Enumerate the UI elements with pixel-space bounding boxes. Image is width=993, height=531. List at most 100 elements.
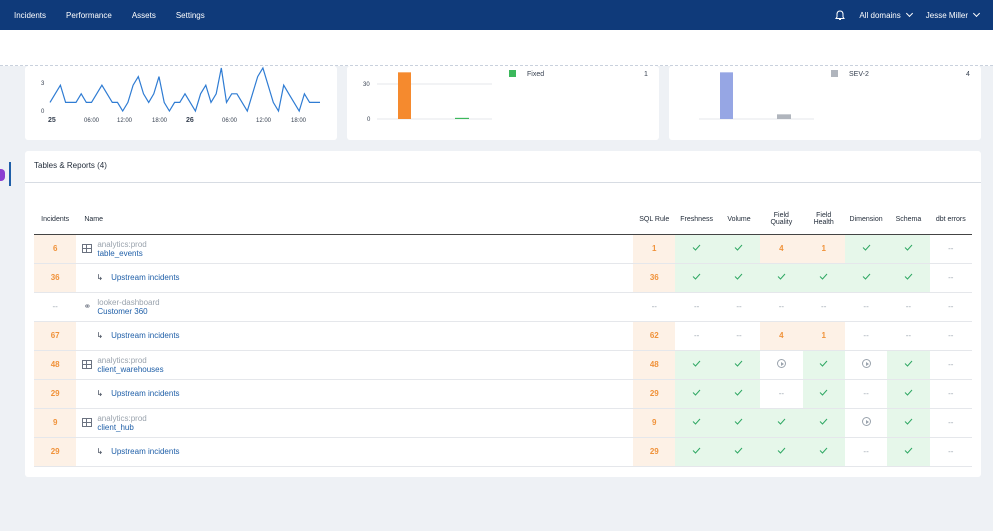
table-row[interactable]: 29 ↳ Upstream incidents 29 -- -- bbox=[34, 437, 972, 467]
check-icon-cell bbox=[717, 234, 761, 264]
bar[interactable] bbox=[398, 72, 411, 119]
check-icon bbox=[777, 447, 786, 454]
check-icon-cell bbox=[675, 379, 718, 409]
col-field-health[interactable]: Field Health bbox=[802, 205, 845, 235]
play-circle-icon[interactable] bbox=[776, 359, 786, 368]
check-icon-cell bbox=[717, 350, 761, 380]
nav-performance[interactable]: Performance bbox=[66, 10, 112, 20]
filter-bar bbox=[0, 30, 993, 66]
y-tick-label: 3 bbox=[41, 81, 45, 87]
empty-cell: -- bbox=[929, 379, 972, 409]
incidents-by-status-card: 30 0 Fixed 1 bbox=[347, 66, 659, 140]
col-sql-rule[interactable]: SQL Rule bbox=[633, 205, 676, 235]
empty-cell: -- bbox=[844, 292, 888, 322]
nav-assets[interactable]: Assets bbox=[131, 10, 156, 20]
table-row[interactable]: 36 ↳ Upstream incidents 36 -- bbox=[34, 263, 972, 293]
col-freshness[interactable]: Freshness bbox=[675, 205, 718, 235]
check-icon-cell bbox=[760, 437, 803, 467]
count-cell: 36 bbox=[34, 263, 77, 293]
play-icon-cell bbox=[844, 350, 888, 380]
check-icon bbox=[692, 273, 701, 280]
bar[interactable] bbox=[777, 114, 791, 119]
bar[interactable] bbox=[720, 72, 733, 119]
upstream-link[interactable]: ↳ Upstream incidents bbox=[76, 273, 633, 282]
asset-name[interactable]: Customer 360 bbox=[97, 306, 148, 316]
table-row[interactable]: 67 ↳ Upstream incidents 62 -- -- 4 1 -- -- -- bbox=[34, 321, 972, 351]
table-header-row: Incidents Name SQL Rule Freshness Volume… bbox=[34, 205, 972, 235]
check-icon-cell bbox=[675, 234, 718, 264]
count-cell: 29 bbox=[633, 379, 676, 409]
check-icon-cell bbox=[802, 379, 845, 409]
x-tick-label: 18:00 bbox=[152, 118, 168, 124]
count-cell: 67 bbox=[34, 321, 77, 351]
x-tick-label: 06:00 bbox=[84, 118, 100, 124]
empty-cell: -- bbox=[760, 292, 803, 322]
check-icon-cell bbox=[675, 408, 718, 438]
check-icon-cell bbox=[675, 263, 718, 293]
check-icon-cell bbox=[887, 263, 930, 293]
count-cell: 9 bbox=[633, 408, 676, 438]
empty-cell: -- bbox=[760, 379, 803, 409]
count-cell: 1 bbox=[802, 321, 845, 351]
table-row[interactable]: 9 analytics:prod client_hub 9 -- bbox=[34, 408, 972, 438]
asset-schema: looker-dashboard bbox=[97, 297, 160, 307]
table-row[interactable]: 6 analytics:prod table_events 1 4 1 -- bbox=[34, 234, 972, 264]
table-row[interactable]: 48 analytics:prod client_warehouses 48 -- bbox=[34, 350, 972, 380]
legend-value-sev2: 4 bbox=[966, 71, 970, 78]
empty-cell: -- bbox=[675, 321, 718, 351]
empty-cell: -- bbox=[929, 437, 972, 467]
check-icon-cell bbox=[887, 379, 930, 409]
col-volume[interactable]: Volume bbox=[717, 205, 761, 235]
nav-incidents[interactable]: Incidents bbox=[14, 10, 47, 20]
check-icon-cell bbox=[844, 263, 888, 293]
table-icon bbox=[82, 418, 93, 427]
col-dbt-errors[interactable]: dbt errors bbox=[929, 205, 972, 235]
col-field-quality[interactable]: Field Quality bbox=[760, 205, 803, 235]
upstream-label: Upstream incidents bbox=[111, 447, 180, 456]
check-icon-cell bbox=[802, 263, 845, 293]
name-cell: ↳ Upstream incidents bbox=[76, 263, 634, 293]
table-row[interactable]: -- ⚭ looker-dashboard Customer 360 -- -- -- -- -… bbox=[34, 292, 972, 322]
legend-swatch-fixed bbox=[509, 70, 516, 77]
table-row[interactable]: 29 ↳ Upstream incidents 29 -- -- -- bbox=[34, 379, 972, 409]
upstream-link[interactable]: ↳ Upstream incidents bbox=[76, 331, 633, 340]
check-icon-cell bbox=[675, 350, 718, 380]
incidents-over-time-card: 3 0 25 06:00 12:00 18:00 26 06:00 12:00 18:00 bbox=[25, 66, 337, 140]
main-nav: Incidents Performance Assets Settings bbox=[14, 11, 225, 20]
return-arrow-icon: ↳ bbox=[96, 389, 104, 398]
asset-name[interactable]: table_events bbox=[97, 248, 143, 258]
check-icon bbox=[735, 244, 743, 251]
upstream-link[interactable]: ↳ Upstream incidents bbox=[76, 447, 633, 456]
play-circle-icon[interactable] bbox=[861, 359, 871, 368]
x-tick-label: 12:00 bbox=[117, 118, 133, 124]
col-incidents[interactable]: Incidents bbox=[34, 205, 77, 235]
bell-icon[interactable] bbox=[835, 9, 846, 21]
asset-name[interactable]: client_warehouses bbox=[97, 364, 164, 374]
col-schema[interactable]: Schema bbox=[887, 205, 930, 235]
bar[interactable] bbox=[455, 117, 469, 119]
tables-reports-card: Tables & Reports (4) Incidents Name SQL … bbox=[25, 151, 981, 477]
tables-reports-title: Tables & Reports (4) bbox=[25, 151, 981, 183]
return-arrow-icon: ↳ bbox=[96, 273, 104, 282]
col-dimension[interactable]: Dimension bbox=[844, 205, 888, 235]
empty-cell: -- bbox=[802, 292, 845, 322]
asset-name[interactable]: client_hub bbox=[97, 422, 134, 432]
domain-selector[interactable]: All domains bbox=[859, 9, 913, 20]
play-circle-icon[interactable] bbox=[861, 417, 871, 426]
check-icon bbox=[819, 360, 828, 367]
x-tick-label: 25 bbox=[48, 117, 56, 124]
check-icon-cell bbox=[802, 408, 845, 438]
user-menu[interactable]: Jesse Miller bbox=[926, 9, 981, 20]
check-icon bbox=[819, 273, 828, 280]
empty-cell: -- bbox=[929, 292, 972, 322]
upstream-link[interactable]: ↳ Upstream incidents bbox=[76, 389, 633, 398]
side-panel-handle[interactable] bbox=[0, 169, 5, 181]
asset-schema: analytics:prod bbox=[97, 239, 147, 249]
chevron-down-icon bbox=[905, 9, 913, 18]
x-tick-label: 06:00 bbox=[222, 118, 238, 124]
nav-settings[interactable]: Settings bbox=[175, 10, 205, 20]
check-icon bbox=[735, 418, 743, 425]
empty-cell: -- bbox=[844, 321, 888, 351]
check-icon bbox=[904, 389, 913, 396]
col-name[interactable]: Name bbox=[76, 205, 634, 235]
